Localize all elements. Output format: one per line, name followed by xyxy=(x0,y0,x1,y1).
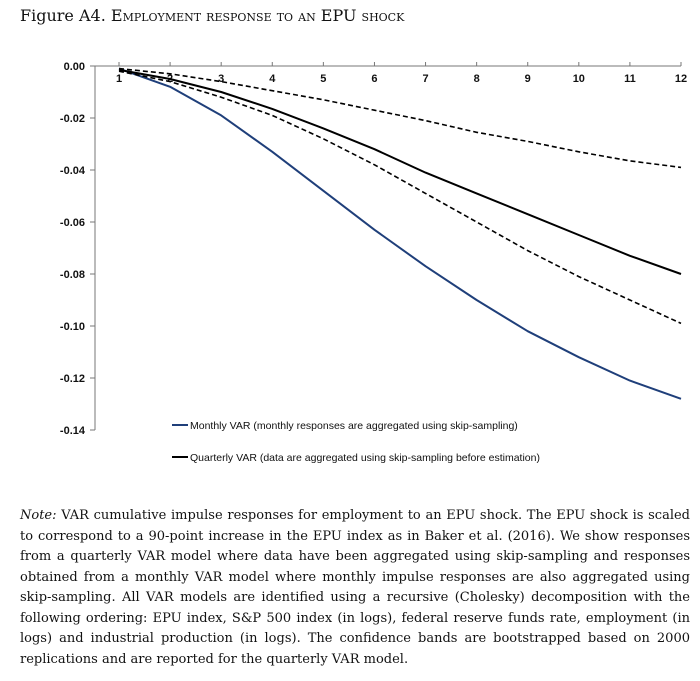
x-tick-label: 7 xyxy=(422,73,428,85)
figure-title-text: Employment response to an EPU shock xyxy=(110,6,405,25)
legend-label: Monthly VAR (monthly responses are aggre… xyxy=(190,420,518,432)
x-tick-label: 6 xyxy=(371,73,377,85)
figure-title: Figure A4. Employment response to an EPU… xyxy=(20,6,404,25)
x-tick-label: 3 xyxy=(218,73,224,85)
y-tick-label: -0.14 xyxy=(60,425,86,437)
x-tick-label: 1 xyxy=(116,73,122,85)
quarterly-var-line xyxy=(118,68,682,275)
figure-note: Note: VAR cumulative impulse responses f… xyxy=(20,506,690,670)
note-text: VAR cumulative impulse responses for emp… xyxy=(20,508,690,667)
y-tick-label: -0.10 xyxy=(60,321,85,333)
upper-band-line xyxy=(118,67,682,169)
x-tick-label: 12 xyxy=(675,73,687,85)
note-label: Note: xyxy=(20,508,57,523)
legend-label: Quarterly VAR (data are aggregated using… xyxy=(190,452,540,464)
monthly-var-line xyxy=(118,67,682,400)
y-tick-label: -0.04 xyxy=(60,165,86,177)
impulse-response-chart: 0.00 -0.02 -0.04 -0.06 -0.08 -0.10 -0.12 -0.14 1… xyxy=(60,61,687,464)
y-tick-label: -0.02 xyxy=(60,113,85,125)
y-tick-label: -0.06 xyxy=(60,217,85,229)
x-tick-label: 4 xyxy=(269,73,276,85)
y-tick-label: -0.08 xyxy=(60,269,85,281)
x-tick-label: 8 xyxy=(474,73,480,85)
figure-label: Figure A4. xyxy=(20,6,106,25)
x-tick-label: 5 xyxy=(320,73,326,85)
x-tick-label: 11 xyxy=(624,73,636,85)
y-tick-label: -0.12 xyxy=(60,373,85,385)
x-tick-label: 9 xyxy=(525,73,531,85)
x-tick-label: 10 xyxy=(573,73,585,85)
y-tick-label: 0.00 xyxy=(64,61,85,73)
lower-band-line xyxy=(118,70,682,325)
